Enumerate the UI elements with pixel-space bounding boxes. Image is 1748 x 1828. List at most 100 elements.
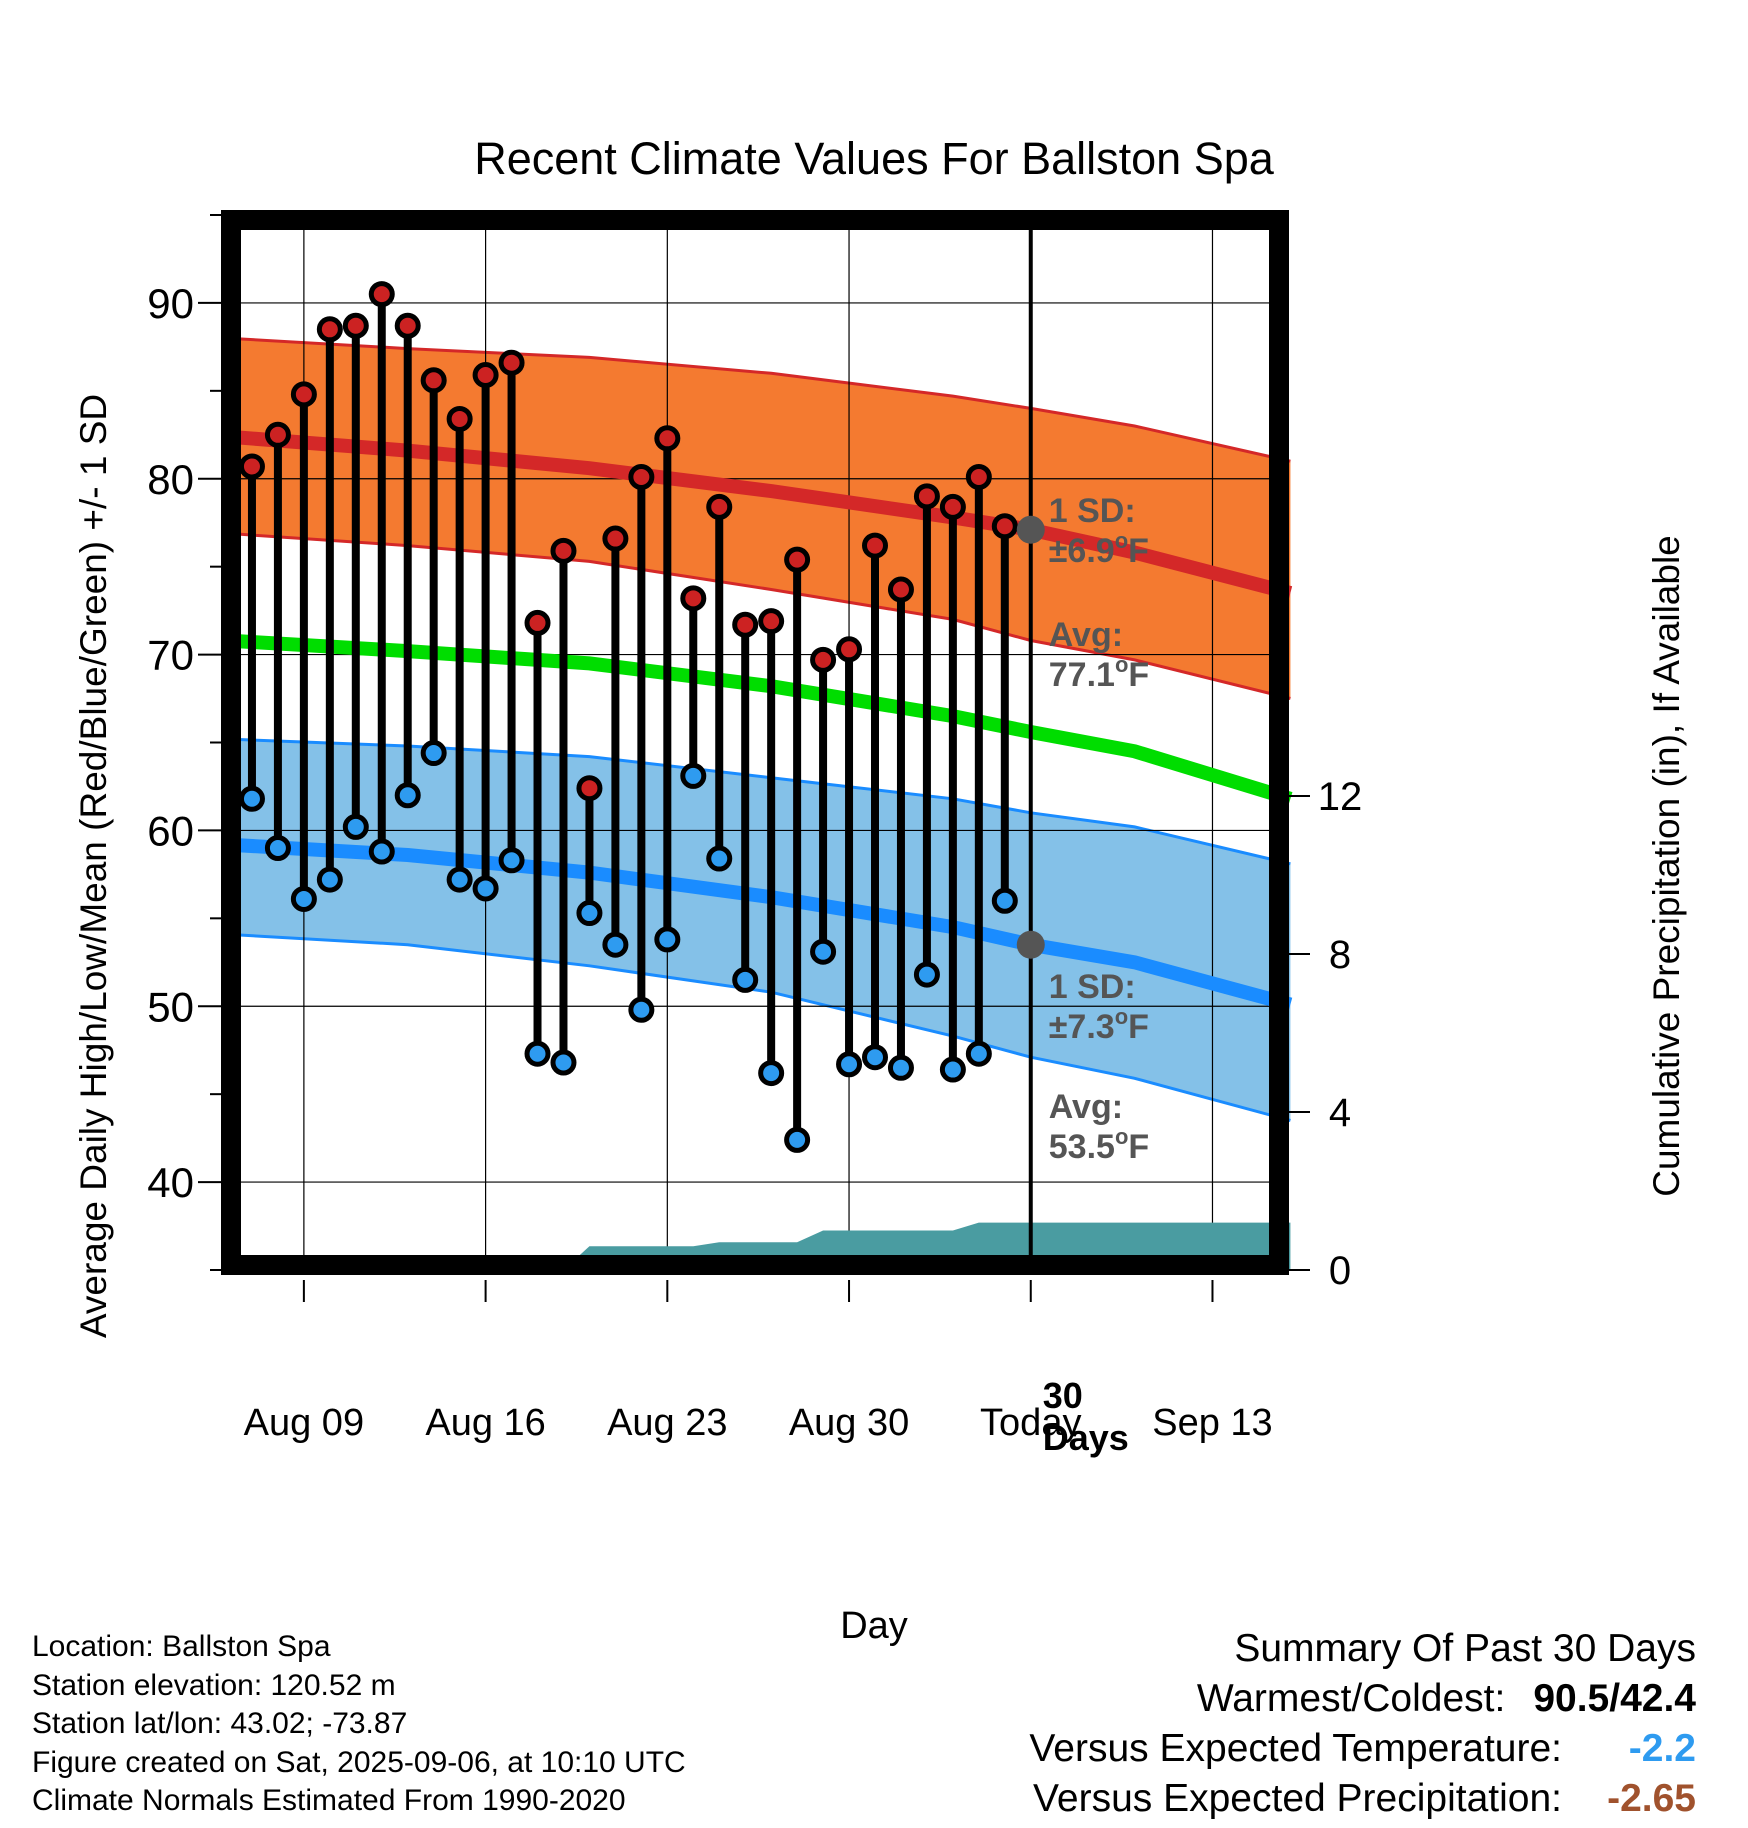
x-tick-label: Sep 13 xyxy=(1152,1402,1272,1444)
low-point xyxy=(524,1040,551,1067)
precip-days-label: 30 xyxy=(1043,1375,1083,1416)
temp-label: Versus Expected Temperature: xyxy=(1029,1727,1562,1770)
low-point xyxy=(628,996,655,1023)
low-point xyxy=(810,938,837,965)
high-point xyxy=(420,367,447,394)
low-point xyxy=(316,866,343,893)
y-right-tick-label: 4 xyxy=(1329,1091,1351,1135)
high-normal-line xyxy=(225,429,1293,600)
low-avg-value: 53.5oF xyxy=(1049,1124,1149,1166)
y-right-tick-label: 0 xyxy=(1329,1249,1351,1293)
high-point xyxy=(238,453,265,480)
high-point xyxy=(862,532,888,559)
y-tick-label: 40 xyxy=(147,1159,194,1206)
plot-border xyxy=(221,210,1289,1275)
low-point xyxy=(446,866,473,893)
high-point xyxy=(316,316,343,343)
temp-value: -2.2 xyxy=(1628,1727,1696,1770)
low-point xyxy=(706,845,733,872)
high-point xyxy=(991,513,1018,540)
low-point xyxy=(264,835,291,861)
high-point xyxy=(446,405,473,432)
precip-value: -2.65 xyxy=(1607,1777,1696,1820)
low-point xyxy=(472,875,499,902)
latlon-text: Station lat/lon: 43.02; -73.87 xyxy=(32,1707,408,1740)
low-point xyxy=(394,782,421,809)
high-point xyxy=(498,349,525,376)
high-point xyxy=(784,546,811,573)
summary-panel: Summary Of Past 30 Days Warmest/Coldest:… xyxy=(1029,1624,1696,1824)
high-point xyxy=(965,463,992,490)
high-sd-band-upper-edge xyxy=(225,336,1291,463)
normal-lines xyxy=(225,429,1293,1012)
high-point xyxy=(887,576,914,603)
low-point xyxy=(913,961,940,988)
y-right-tick-label: 12 xyxy=(1318,775,1363,819)
low-point xyxy=(654,926,681,953)
high-sd-label: 1 SD: xyxy=(1049,492,1136,530)
high-point xyxy=(732,611,759,638)
low-point xyxy=(836,1051,863,1078)
high-point xyxy=(524,609,551,636)
low-point xyxy=(576,900,603,927)
low-point xyxy=(420,740,447,767)
y-axis-right-label: Cumulative Precipitation (in), If Availa… xyxy=(1646,535,1687,1197)
high-sd-band xyxy=(226,338,1291,699)
x-tick-label: Aug 16 xyxy=(425,1402,545,1444)
high-point xyxy=(394,312,421,339)
high-point xyxy=(654,425,681,452)
x-tick-label: Aug 30 xyxy=(789,1402,909,1444)
y-tick-label: 90 xyxy=(147,280,194,327)
y-right-tick-label: 8 xyxy=(1329,933,1351,977)
today-low-avg-dot xyxy=(1016,930,1045,959)
high-point xyxy=(550,537,577,564)
x-tick-label: Aug 09 xyxy=(244,1402,364,1444)
high-point xyxy=(836,636,863,663)
daily-range-bars xyxy=(238,281,1018,1153)
low-point xyxy=(965,1040,992,1067)
low-point xyxy=(602,931,629,958)
high-point xyxy=(680,585,707,612)
plot-frame xyxy=(221,210,1289,1275)
high-avg-label: Avg: xyxy=(1049,616,1123,654)
low-point xyxy=(498,847,525,874)
high-point xyxy=(472,362,499,389)
normals-text: Climate Normals Estimated From 1990-2020 xyxy=(32,1784,626,1817)
high-avg-value: 77.1oF xyxy=(1049,652,1149,694)
high-point xyxy=(264,421,291,448)
low-normal-line xyxy=(225,837,1293,1012)
summary-title: Summary Of Past 30 Days xyxy=(1234,1627,1696,1670)
low-point xyxy=(368,838,395,865)
precip-days-label: Days xyxy=(1043,1417,1129,1458)
y-tick-label: 50 xyxy=(147,983,194,1030)
warmest-label: Warmest/Coldest: xyxy=(1196,1677,1506,1720)
low-sd-band xyxy=(226,739,1291,1121)
today-high-avg-dot xyxy=(1016,515,1045,544)
warmest-value: 90.5/42.4 xyxy=(1533,1677,1696,1720)
y-tick-label: 60 xyxy=(147,807,194,854)
low-point xyxy=(862,1044,888,1071)
y-axis-label: Average Daily High/Low/Mean (Red/Blue/Gr… xyxy=(73,394,114,1338)
station-info: Location: Ballston Spa Station elevation… xyxy=(32,1628,686,1821)
high-point xyxy=(810,646,837,673)
high-point xyxy=(758,608,785,635)
location-text: Location: Ballston Spa xyxy=(32,1630,331,1663)
high-point xyxy=(368,281,395,308)
high-point xyxy=(913,483,940,510)
summary-temp-row: Versus Expected Temperature: -2.2 xyxy=(1029,1724,1696,1774)
chart-title: Recent Climate Values For Ballston Spa xyxy=(474,133,1275,184)
created-text: Figure created on Sat, 2025-09-06, at 10… xyxy=(32,1745,686,1779)
low-sd-value: ±7.3oF xyxy=(1049,1004,1149,1046)
mean-normal-line xyxy=(225,633,1293,806)
x-tick-label: Aug 23 xyxy=(607,1402,727,1444)
high-point xyxy=(576,775,603,802)
high-point xyxy=(342,312,369,339)
high-point xyxy=(939,493,966,520)
x-axis-label: Day xyxy=(840,1605,908,1647)
high-point xyxy=(602,525,629,552)
low-point xyxy=(758,1060,785,1087)
x-tick-label: Today xyxy=(980,1402,1081,1444)
